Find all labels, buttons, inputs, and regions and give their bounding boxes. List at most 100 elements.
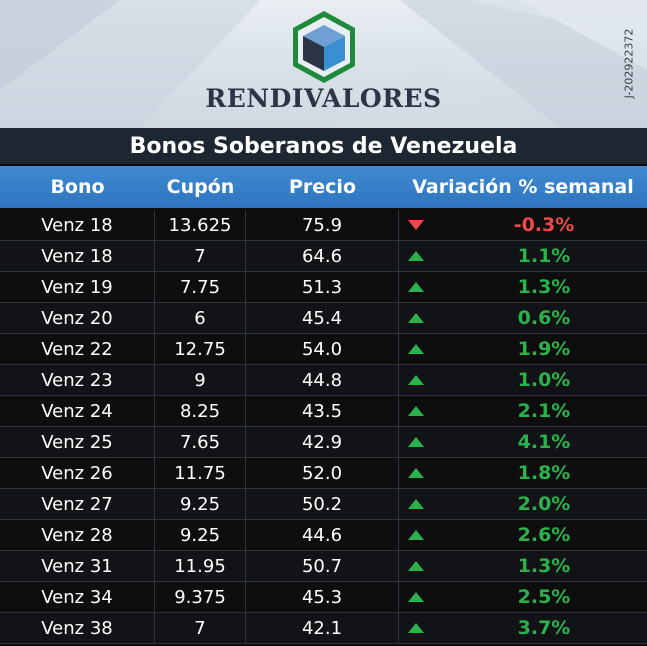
variacion-value: 2.0% xyxy=(517,493,571,515)
table-row: Venz 19 7.75 51.3 1.3% xyxy=(0,272,647,303)
header-banner: RENDIVALORES J-202922372 xyxy=(0,0,647,128)
precio-cell: 50.2 xyxy=(246,489,399,519)
precio-cell: 44.8 xyxy=(246,365,399,395)
variacion-cell: 1.3% xyxy=(399,272,647,302)
variacion-value: 1.0% xyxy=(517,369,571,391)
column-header-variacion: Variación % semanal xyxy=(412,176,634,198)
triangle-up-icon xyxy=(408,499,424,509)
bono-cell: Venz 31 xyxy=(0,551,155,581)
cupon-cell: 12.75 xyxy=(155,334,246,364)
bono-cell: Venz 18 xyxy=(0,241,155,271)
variacion-value: 3.7% xyxy=(517,617,571,639)
table-row: Venz 26 11.75 52.0 1.8% xyxy=(0,458,647,489)
triangle-up-icon xyxy=(408,282,424,292)
bono-cell: Venz 24 xyxy=(0,396,155,426)
precio-cell: 43.5 xyxy=(246,396,399,426)
variacion-cell: 1.8% xyxy=(399,458,647,488)
precio-cell: 42.9 xyxy=(246,427,399,457)
variacion-value: 1.3% xyxy=(517,555,571,577)
variacion-cell: 1.1% xyxy=(399,241,647,271)
cupon-cell: 7.65 xyxy=(155,427,246,457)
variacion-value: -0.3% xyxy=(513,214,575,236)
bono-cell: Venz 38 xyxy=(0,613,155,643)
rif-code: J-202922372 xyxy=(622,28,636,98)
precio-cell: 64.6 xyxy=(246,241,399,271)
triangle-up-icon xyxy=(408,313,424,323)
table-row: Venz 34 9.375 45.3 2.5% xyxy=(0,582,647,613)
triangle-up-icon xyxy=(408,561,424,571)
precio-cell: 52.0 xyxy=(246,458,399,488)
precio-cell: 42.1 xyxy=(246,613,399,643)
variacion-value: 1.8% xyxy=(517,462,571,484)
precio-cell: 75.9 xyxy=(246,210,399,240)
variacion-value: 2.1% xyxy=(517,400,571,422)
variacion-cell: 1.3% xyxy=(399,551,647,581)
bono-cell: Venz 34 xyxy=(0,582,155,612)
table-header-row: Bono Cupón Precio Variación % semanal xyxy=(0,166,647,208)
column-header-bono: Bono xyxy=(50,176,105,198)
variacion-cell: 1.0% xyxy=(399,365,647,395)
variacion-cell: 0.6% xyxy=(399,303,647,333)
cube-hexagon-logo-icon xyxy=(293,11,355,83)
bono-cell: Venz 18 xyxy=(0,210,155,240)
triangle-up-icon xyxy=(408,437,424,447)
triangle-down-icon xyxy=(408,220,424,230)
bono-cell: Venz 23 xyxy=(0,365,155,395)
cupon-cell: 7 xyxy=(155,613,246,643)
cupon-cell: 6 xyxy=(155,303,246,333)
triangle-up-icon xyxy=(408,530,424,540)
column-header-cupon: Cupón xyxy=(166,176,235,198)
bono-cell: Venz 19 xyxy=(0,272,155,302)
variacion-value: 2.6% xyxy=(517,524,571,546)
cupon-cell: 9.25 xyxy=(155,489,246,519)
variacion-value: 4.1% xyxy=(517,431,571,453)
bono-cell: Venz 28 xyxy=(0,520,155,550)
table-body: Venz 18 13.625 75.9 -0.3% Venz 18 7 64.6 1.1% Ve… xyxy=(0,210,647,644)
bono-cell: Venz 27 xyxy=(0,489,155,519)
cupon-cell: 7 xyxy=(155,241,246,271)
triangle-up-icon xyxy=(408,468,424,478)
precio-cell: 51.3 xyxy=(246,272,399,302)
variacion-cell: 4.1% xyxy=(399,427,647,457)
bono-cell: Venz 22 xyxy=(0,334,155,364)
variacion-cell: 3.7% xyxy=(399,613,647,643)
precio-cell: 45.4 xyxy=(246,303,399,333)
table-row: Venz 38 7 42.1 3.7% xyxy=(0,613,647,644)
table-row: Venz 31 11.95 50.7 1.3% xyxy=(0,551,647,582)
precio-cell: 44.6 xyxy=(246,520,399,550)
brand-name: RENDIVALORES xyxy=(205,84,442,113)
table-row: Venz 24 8.25 43.5 2.1% xyxy=(0,396,647,427)
cupon-cell: 9.375 xyxy=(155,582,246,612)
triangle-up-icon xyxy=(408,623,424,633)
variacion-value: 1.3% xyxy=(517,276,571,298)
variacion-cell: 2.6% xyxy=(399,520,647,550)
bono-cell: Venz 26 xyxy=(0,458,155,488)
triangle-up-icon xyxy=(408,592,424,602)
variacion-value: 0.6% xyxy=(517,307,571,329)
cupon-cell: 11.95 xyxy=(155,551,246,581)
bono-cell: Venz 20 xyxy=(0,303,155,333)
precio-cell: 50.7 xyxy=(246,551,399,581)
triangle-up-icon xyxy=(408,406,424,416)
precio-cell: 54.0 xyxy=(246,334,399,364)
title-bar: Bonos Soberanos de Venezuela xyxy=(0,128,647,164)
table-row: Venz 27 9.25 50.2 2.0% xyxy=(0,489,647,520)
cupon-cell: 9.25 xyxy=(155,520,246,550)
variacion-cell: 2.1% xyxy=(399,396,647,426)
triangle-up-icon xyxy=(408,251,424,261)
cupon-cell: 13.625 xyxy=(155,210,246,240)
page-title: Bonos Soberanos de Venezuela xyxy=(129,133,518,159)
variacion-cell: 2.5% xyxy=(399,582,647,612)
variacion-value: 1.9% xyxy=(517,338,571,360)
triangle-up-icon xyxy=(408,375,424,385)
cupon-cell: 7.75 xyxy=(155,272,246,302)
table-row: Venz 18 7 64.6 1.1% xyxy=(0,241,647,272)
table-row: Venz 23 9 44.8 1.0% xyxy=(0,365,647,396)
cupon-cell: 9 xyxy=(155,365,246,395)
variacion-value: 1.1% xyxy=(517,245,571,267)
variacion-cell: 1.9% xyxy=(399,334,647,364)
table-row: Venz 18 13.625 75.9 -0.3% xyxy=(0,210,647,241)
column-header-precio: Precio xyxy=(288,176,356,198)
cupon-cell: 8.25 xyxy=(155,396,246,426)
